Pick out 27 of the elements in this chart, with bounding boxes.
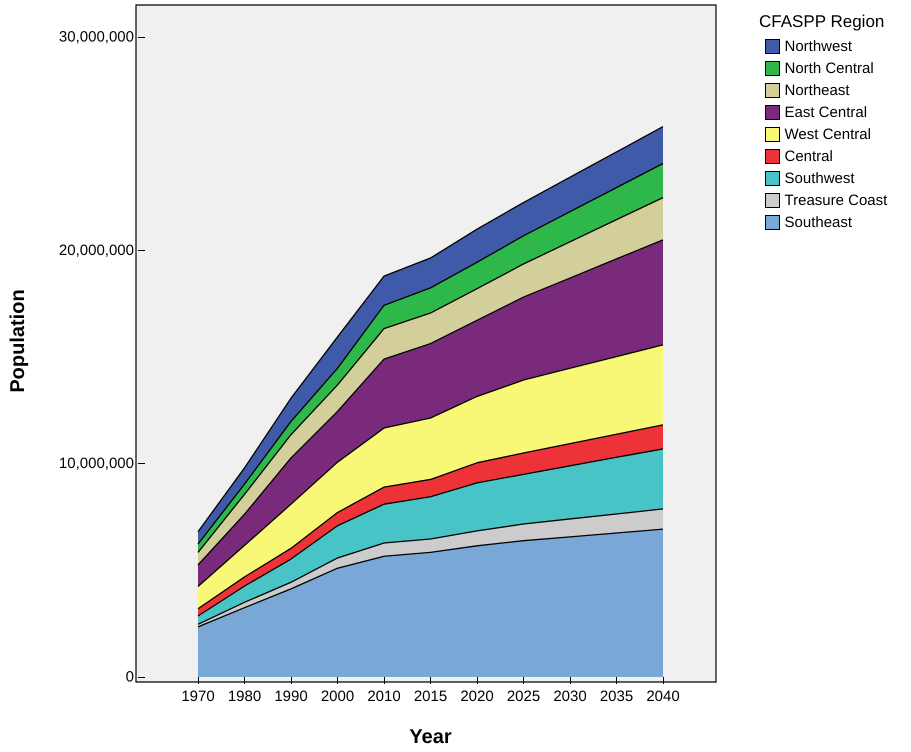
legend-title: CFASPP Region [759, 12, 884, 31]
legend-label: Central [784, 148, 833, 165]
x-tick-label: 2025 [506, 688, 540, 705]
x-tick-label: 2000 [320, 688, 354, 705]
legend-label: West Central [784, 126, 871, 143]
x-tick-label: 1980 [228, 688, 262, 705]
y-tick-label: 10,000,000 [58, 455, 134, 472]
x-tick-label: 1970 [181, 688, 215, 705]
x-tick-label: 2020 [460, 688, 494, 705]
x-tick-label: 1990 [274, 688, 308, 705]
legend-label: Northeast [784, 82, 850, 99]
legend-label: North Central [784, 60, 874, 77]
x-tick-label: 2035 [600, 688, 634, 705]
legend-label: Northwest [784, 38, 853, 55]
x-tick-label: 2010 [367, 688, 401, 705]
legend-label: Southwest [784, 170, 856, 187]
legend-label: Southeast [784, 214, 853, 231]
x-axis-title: Year [409, 726, 452, 748]
x-tick-label: 2015 [414, 688, 448, 705]
y-tick-label: 30,000,000 [58, 28, 134, 46]
y-axis-title: Population [7, 289, 29, 393]
legend-label: East Central [784, 104, 868, 121]
legend-label: Treasure Coast [784, 192, 888, 209]
y-tick-label: 0 [126, 668, 134, 686]
x-tick-label: 2030 [553, 688, 587, 705]
y-tick-label: 20,000,000 [58, 242, 134, 259]
x-tick-label: 2040 [646, 688, 680, 705]
